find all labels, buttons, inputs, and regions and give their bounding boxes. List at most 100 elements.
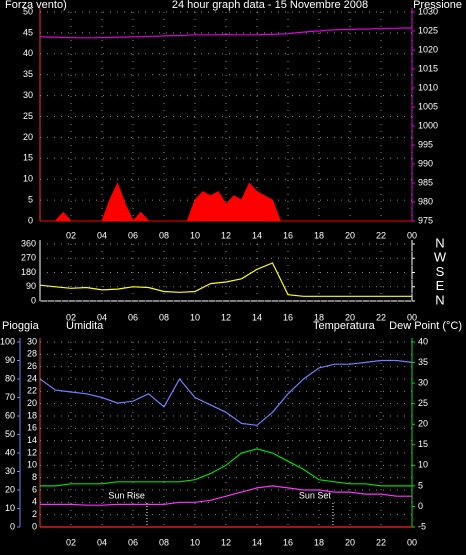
series-label: Forza vento) [5, 0, 67, 11]
x-tick-label: 22 [376, 537, 386, 547]
y-tick-label: 14 [27, 435, 37, 445]
y2-tick-label: 1015 [418, 63, 438, 73]
x-tick-label: 08 [159, 230, 169, 240]
series-label: Pressione [413, 0, 462, 11]
x-tick-label: 02 [66, 230, 76, 240]
y2-tick-label: 0 [418, 501, 423, 511]
x-tick-label: 06 [128, 537, 138, 547]
x-tick-label: 00 [407, 537, 417, 547]
x-tick-label: 02 [66, 537, 76, 547]
y2-tick-label: 5 [418, 480, 423, 490]
x-tick-label: 06 [128, 312, 138, 322]
y-tick-label: 10 [23, 174, 33, 184]
x-tick-label: 08 [159, 312, 169, 322]
series-label: Temperatura [313, 320, 376, 332]
x-tick-label: 20 [345, 230, 355, 240]
y-tick-label: 26 [27, 361, 37, 371]
y2-tick-label: S [436, 264, 445, 279]
y3-tick-label: 0 [10, 521, 15, 531]
x-tick-label: 18 [314, 312, 324, 322]
y-tick-label: 10 [27, 460, 37, 470]
y2-tick-label: N [435, 292, 444, 307]
y-tick-label: 18 [27, 410, 37, 420]
x-tick-label: 16 [283, 230, 293, 240]
y2-tick-label: 20 [418, 419, 428, 429]
y-tick-label: 24 [27, 373, 37, 383]
x-tick-label: 04 [97, 537, 107, 547]
y-tick-label: 15 [23, 153, 33, 163]
x-tick-label: 22 [376, 312, 386, 322]
y-tick-label: 45 [23, 27, 33, 37]
series-label: Dew Point (°C) [389, 320, 462, 332]
y-tick-label: 22 [27, 386, 37, 396]
y-tick-label: 270 [21, 253, 36, 263]
area [40, 182, 412, 222]
y3-tick-label: 30 [5, 466, 15, 476]
x-tick-label: 06 [128, 230, 138, 240]
y3-tick-label: 70 [5, 392, 15, 402]
y-tick-label: 40 [23, 48, 33, 58]
y2-tick-label: 35 [418, 357, 428, 367]
y2-tick-label: 1010 [418, 82, 438, 92]
x-tick-label: 10 [190, 537, 200, 547]
line [39, 262, 412, 297]
y2-tick-label: 30 [418, 377, 428, 387]
x-tick-label: 02 [66, 312, 76, 322]
y3-tick-label: 50 [5, 429, 15, 439]
y-tick-label: 8 [32, 472, 37, 482]
line [40, 485, 412, 506]
x-tick-label: 10 [190, 230, 200, 240]
y-tick-label: 360 [21, 238, 36, 248]
y3-tick-label: 80 [5, 373, 15, 383]
y-tick-label: 28 [27, 349, 37, 359]
series-label: Umidita [66, 320, 104, 332]
y2-tick-label: 1030 [418, 6, 438, 16]
x-tick-label: 14 [252, 537, 262, 547]
x-tick-label: 00 [407, 230, 417, 240]
chart-title: 24 hour graph data - 15 Novembre 2008 [172, 0, 368, 11]
y3-tick-label: 100 [0, 336, 15, 346]
x-tick-label: 18 [314, 230, 324, 240]
y2-tick-label: 1005 [418, 101, 438, 111]
series-label: Pioggia [2, 320, 40, 332]
y2-tick-label: N [435, 235, 444, 250]
y-tick-label: 6 [32, 484, 37, 494]
x-tick-label: 14 [252, 230, 262, 240]
y-tick-label: 180 [21, 267, 36, 277]
x-tick-label: 12 [221, 230, 231, 240]
annotation: Sun Rise [108, 490, 145, 500]
x-tick-label: 12 [221, 312, 231, 322]
x-tick-label: 12 [221, 537, 231, 547]
x-tick-label: 04 [97, 312, 107, 322]
y2-tick-label: 15 [418, 439, 428, 449]
y-tick-label: 12 [27, 447, 37, 457]
y-tick-label: 25 [23, 111, 33, 121]
y2-tick-label: 25 [418, 398, 428, 408]
x-tick-label: 04 [97, 230, 107, 240]
line [39, 359, 413, 426]
y2-tick-label: 980 [418, 196, 433, 206]
x-tick-label: 16 [283, 537, 293, 547]
y-tick-label: 16 [27, 423, 37, 433]
x-tick-label: 22 [376, 230, 386, 240]
x-tick-label: 10 [190, 312, 200, 322]
y-tick-label: 2 [32, 509, 37, 519]
y2-tick-label: 1000 [418, 120, 438, 130]
y3-tick-label: 20 [5, 484, 15, 494]
y2-tick-label: -5 [418, 521, 426, 531]
x-tick-label: 20 [345, 312, 355, 322]
y-tick-label: 4 [32, 497, 37, 507]
y-tick-label: 90 [26, 281, 36, 291]
y-tick-label: 30 [27, 336, 37, 346]
y-tick-label: 0 [28, 215, 33, 225]
y-tick-label: 20 [27, 398, 37, 408]
y-tick-label: 35 [23, 69, 33, 79]
y2-tick-label: 40 [418, 336, 428, 346]
y2-tick-label: 975 [418, 215, 433, 225]
y2-tick-label: E [436, 278, 445, 293]
y-tick-label: 50 [23, 6, 33, 16]
y3-tick-label: 10 [5, 503, 15, 513]
y2-tick-label: 985 [418, 177, 433, 187]
